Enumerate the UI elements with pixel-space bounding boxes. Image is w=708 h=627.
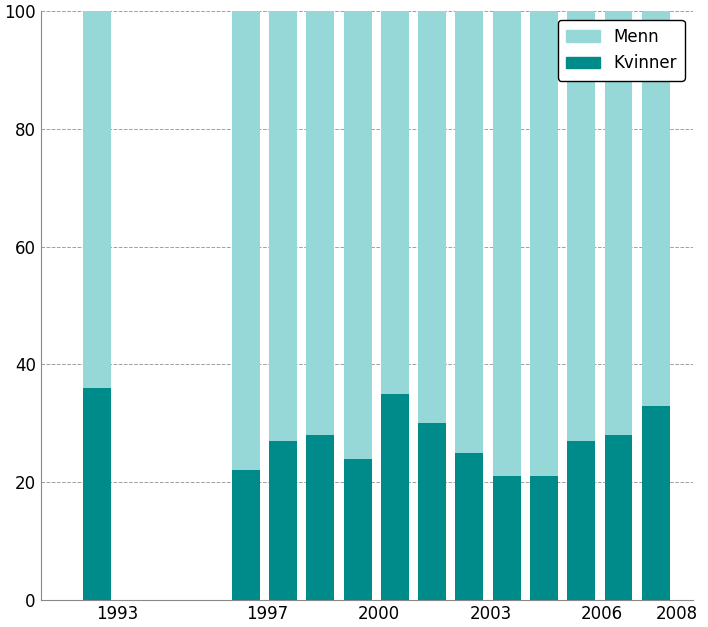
- Bar: [269, 441, 297, 600]
- Bar: [567, 441, 595, 600]
- Legend: Menn, Kvinner: Menn, Kvinner: [558, 19, 685, 80]
- Bar: [307, 435, 334, 600]
- Bar: [269, 11, 297, 441]
- Bar: [418, 11, 446, 423]
- Bar: [232, 11, 260, 470]
- Bar: [381, 11, 409, 394]
- Bar: [83, 388, 110, 600]
- Bar: [83, 11, 110, 388]
- Bar: [605, 435, 632, 600]
- Bar: [232, 470, 260, 600]
- Bar: [493, 11, 520, 477]
- Bar: [455, 453, 484, 600]
- Bar: [307, 11, 334, 435]
- Bar: [641, 11, 670, 406]
- Bar: [343, 11, 372, 459]
- Bar: [493, 477, 520, 600]
- Bar: [641, 406, 670, 600]
- Bar: [381, 394, 409, 600]
- Bar: [530, 11, 558, 477]
- Bar: [455, 11, 484, 453]
- Bar: [418, 423, 446, 600]
- Bar: [605, 11, 632, 435]
- Bar: [567, 11, 595, 441]
- Bar: [343, 459, 372, 600]
- Bar: [530, 477, 558, 600]
